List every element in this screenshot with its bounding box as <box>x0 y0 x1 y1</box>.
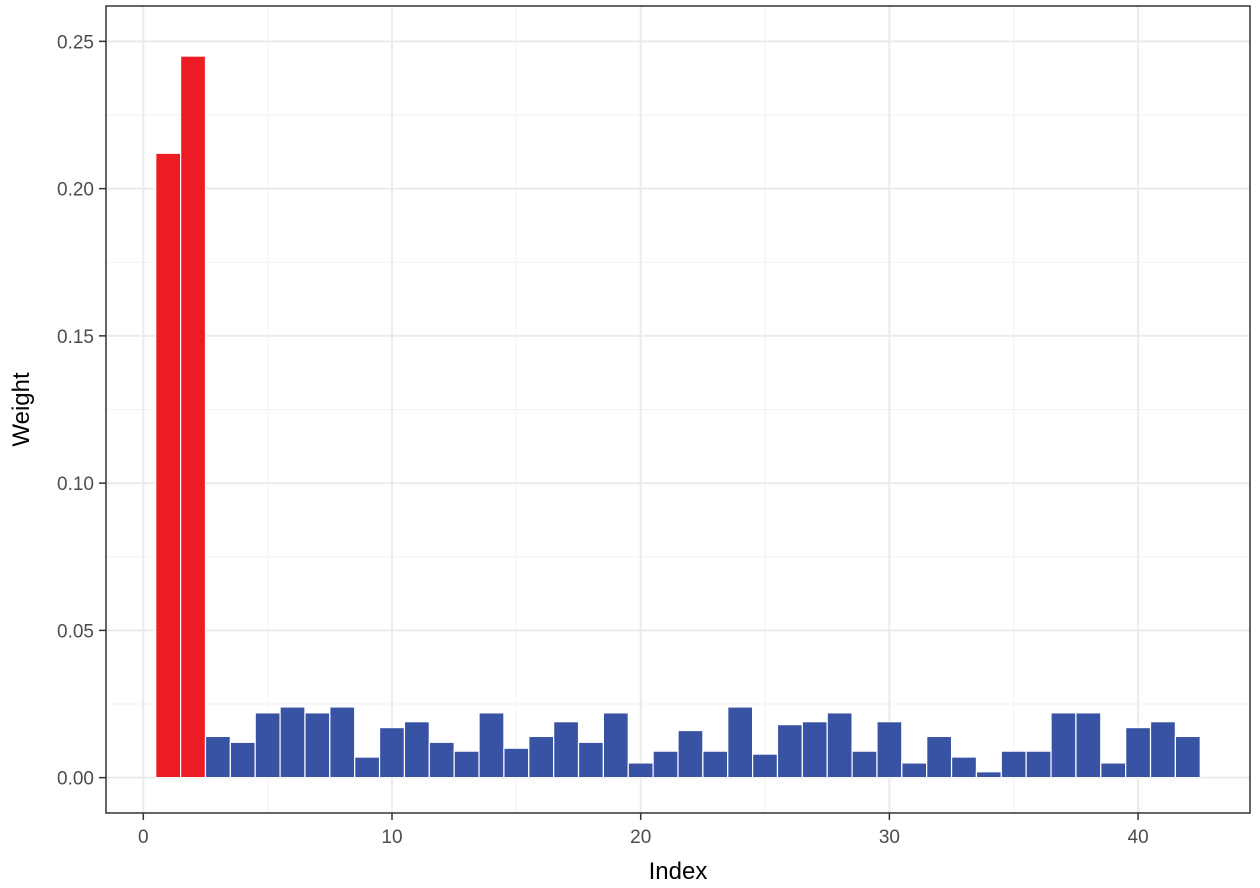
bar-38 <box>1075 712 1102 779</box>
y-tick-label: 0.10 <box>57 474 94 495</box>
bar-6 <box>279 706 306 779</box>
x-axis: 0 10 20 30 40 <box>138 813 1149 848</box>
x-tick-label: 10 <box>381 827 402 848</box>
bar-18 <box>577 741 604 779</box>
bar-14 <box>478 712 505 779</box>
bar-2 <box>180 55 207 779</box>
x-tick-label: 30 <box>879 827 900 848</box>
y-tick-label: 0.05 <box>57 621 94 642</box>
bar-5 <box>254 712 281 779</box>
bar-3 <box>204 735 231 779</box>
bar-22 <box>677 729 704 779</box>
y-tick-label: 0.25 <box>57 32 94 53</box>
x-tick-label: 0 <box>138 827 149 848</box>
bar-34 <box>975 771 1002 779</box>
bars <box>155 55 1201 779</box>
bar-37 <box>1050 712 1077 779</box>
y-axis: 0.00 0.05 0.10 0.15 0.20 0.25 <box>57 32 106 790</box>
bar-15 <box>503 747 530 779</box>
bar-29 <box>851 750 878 779</box>
bar-41 <box>1149 721 1176 779</box>
bar-39 <box>1100 762 1127 779</box>
bar-31 <box>901 762 928 779</box>
bar-17 <box>553 721 580 779</box>
bar-9 <box>354 756 381 779</box>
bar-12 <box>428 741 455 779</box>
x-axis-title: Index <box>649 858 708 885</box>
bar-7 <box>304 712 331 779</box>
y-tick-label: 0.20 <box>57 180 94 201</box>
bar-20 <box>627 762 654 779</box>
bar-42 <box>1174 735 1201 779</box>
panel-border <box>105 5 1251 814</box>
bar-33 <box>950 756 978 779</box>
bar-27 <box>801 721 828 779</box>
bar-26 <box>776 724 803 779</box>
bar-16 <box>528 735 555 779</box>
bar-24 <box>727 706 754 779</box>
bar-25 <box>752 753 779 779</box>
bar-8 <box>329 706 356 779</box>
bar-13 <box>453 750 480 779</box>
bar-32 <box>926 735 953 779</box>
bar-11 <box>403 721 430 779</box>
bar-35 <box>1000 750 1027 779</box>
y-tick-label: 0.15 <box>57 327 94 348</box>
bar-19 <box>602 712 629 779</box>
bar-40 <box>1125 726 1152 779</box>
bar-4 <box>229 741 256 779</box>
bar-1 <box>155 152 182 779</box>
y-tick-label: 0.00 <box>57 769 94 790</box>
bar-21 <box>652 750 679 779</box>
y-axis-title: Weight <box>8 372 35 447</box>
bar-36 <box>1025 750 1052 779</box>
bar-10 <box>378 726 406 779</box>
bar-23 <box>702 750 729 779</box>
x-tick-label: 20 <box>630 827 651 848</box>
x-tick-label: 40 <box>1128 827 1149 848</box>
bar-28 <box>826 712 853 779</box>
bar-30 <box>876 721 903 779</box>
